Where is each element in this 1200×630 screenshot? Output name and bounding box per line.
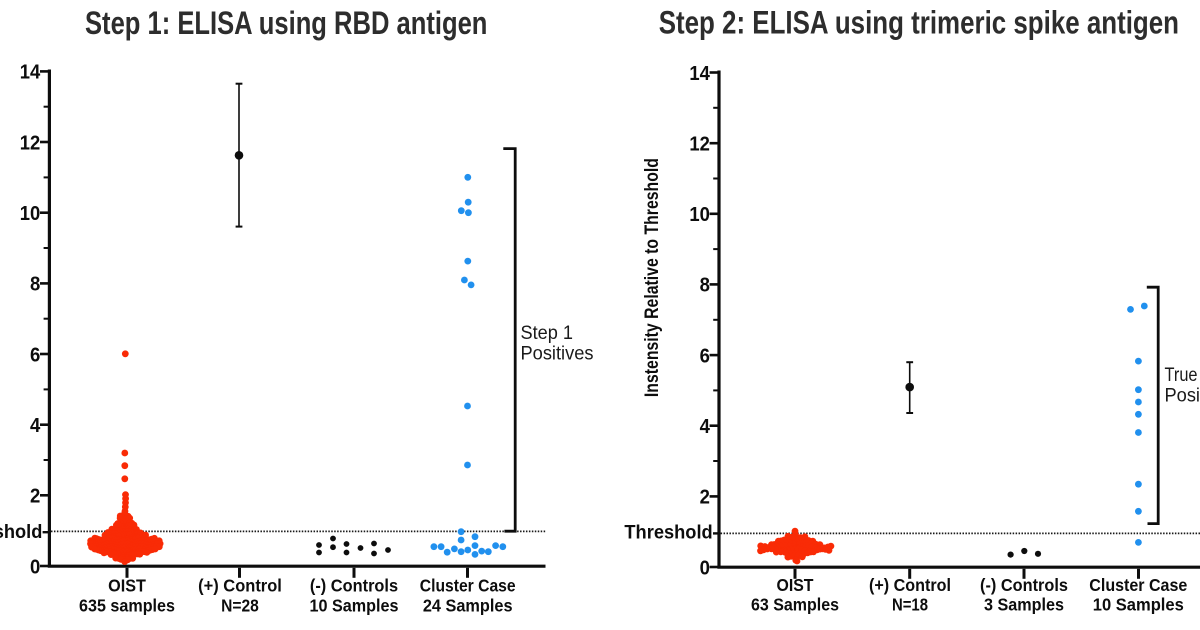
svg-text:6: 6	[700, 344, 710, 367]
svg-text:N=28: N=28	[221, 595, 259, 615]
svg-text:Step 2: ELISA using trimeric s: Step 2: ELISA using trimeric spike antig…	[659, 5, 1179, 41]
svg-text:12: 12	[689, 133, 710, 156]
svg-text:Positives: Positives	[521, 343, 594, 365]
svg-text:10: 10	[20, 202, 41, 225]
svg-text:3 Samples: 3 Samples	[984, 595, 1064, 615]
svg-text:OIST: OIST	[108, 575, 146, 595]
svg-text:6: 6	[30, 343, 40, 366]
svg-text:(-) Controls: (-) Controls	[310, 575, 398, 595]
svg-text:4: 4	[30, 414, 41, 437]
svg-text:0: 0	[700, 556, 710, 579]
svg-text:(+) Control: (+) Control	[869, 575, 951, 595]
svg-text:635 samples: 635 samples	[79, 595, 175, 615]
svg-text:14: 14	[689, 62, 710, 85]
svg-text:10: 10	[689, 203, 710, 226]
svg-text:10 Samples: 10 Samples	[310, 595, 399, 615]
svg-text:10 Samples: 10 Samples	[1093, 595, 1184, 615]
svg-text:2: 2	[700, 486, 710, 509]
svg-text:63 Samples: 63 Samples	[751, 595, 839, 615]
svg-text:Cluster Case: Cluster Case	[420, 575, 516, 595]
svg-text:Threshold: Threshold	[0, 521, 42, 543]
svg-text:8: 8	[700, 274, 710, 297]
svg-text:N=18: N=18	[892, 595, 928, 615]
svg-text:(-) Controls: (-) Controls	[980, 575, 1068, 595]
svg-text:4: 4	[700, 415, 711, 438]
svg-text:2: 2	[30, 485, 40, 508]
svg-text:Step 1: Step 1	[521, 322, 574, 344]
svg-text:Threshold: Threshold	[624, 521, 712, 543]
svg-text:(+) Control: (+) Control	[198, 575, 282, 595]
svg-text:Step 1: ELISA using RBD antige: Step 1: ELISA using RBD antigen	[85, 5, 487, 41]
svg-text:14: 14	[20, 61, 41, 84]
svg-text:Cluster Case: Cluster Case	[1089, 575, 1187, 595]
svg-text:Positives: Positives	[1165, 385, 1200, 407]
svg-text:12: 12	[20, 131, 41, 154]
svg-text:24 Samples: 24 Samples	[423, 595, 513, 615]
svg-text:OIST: OIST	[777, 575, 814, 595]
svg-text:8: 8	[30, 273, 40, 296]
svg-text:True: True	[1165, 364, 1198, 386]
svg-text:0: 0	[30, 555, 40, 578]
svg-text:Instensity Relative to Thresho: Instensity Relative to Threshold	[641, 158, 663, 397]
